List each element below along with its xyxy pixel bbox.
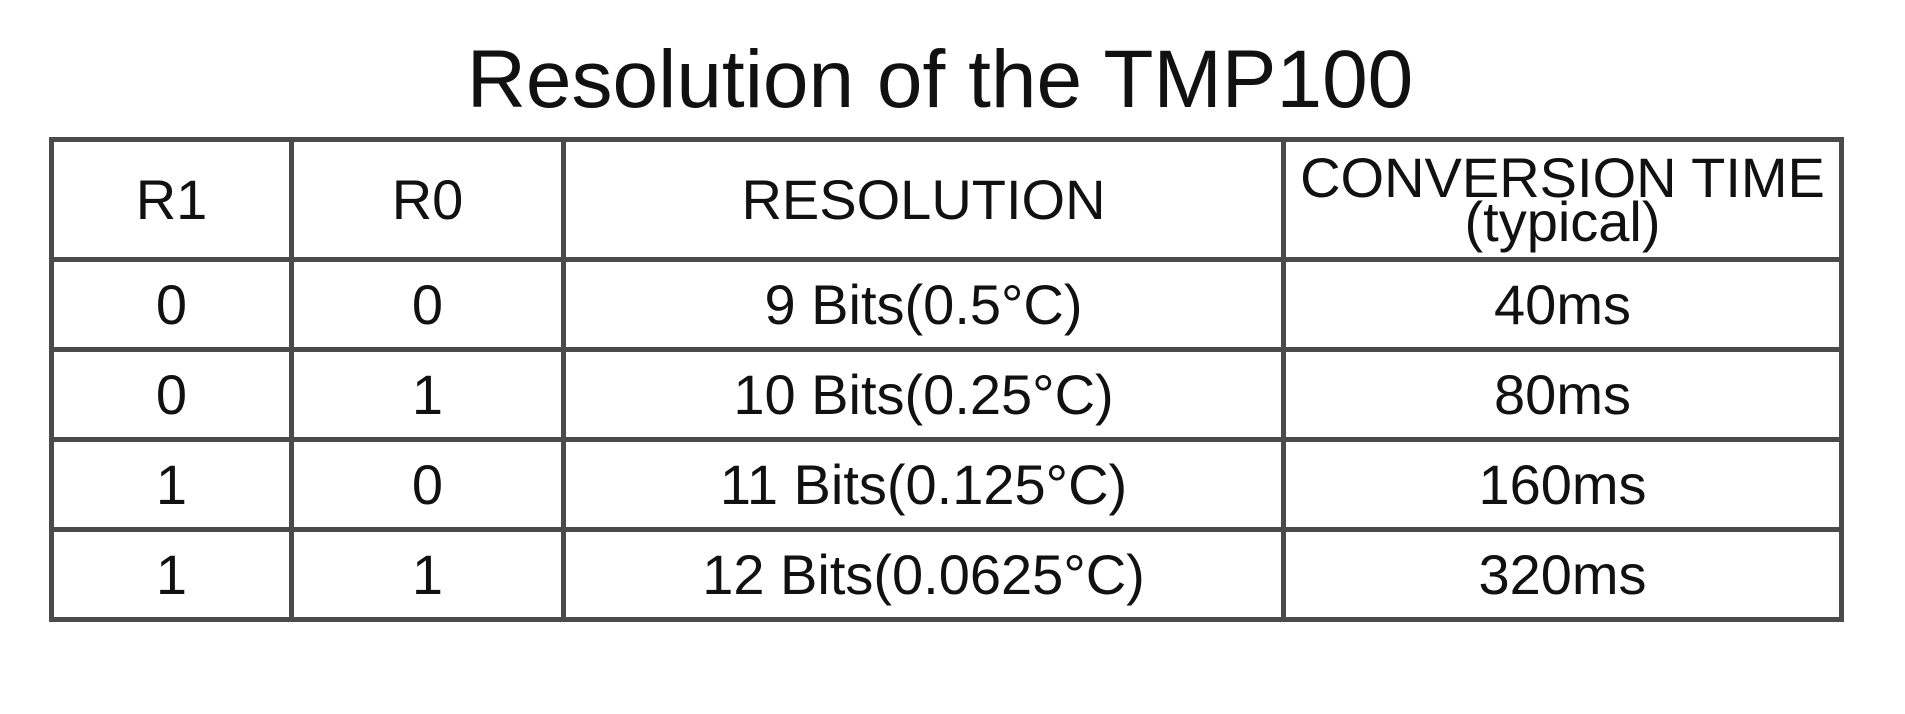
cell-r0: 1 xyxy=(289,527,566,622)
header-conversion-time-note: (typical) xyxy=(1464,189,1661,253)
table-row: 1 0 11 Bits(0.125°C) 160ms xyxy=(49,437,1844,532)
cell-resolution: 11 Bits(0.125°C) xyxy=(561,437,1286,532)
table-header-row: R1 R0 RESOLUTION CONVERSION TIME (typica… xyxy=(49,137,1844,262)
cell-r1: 0 xyxy=(49,347,294,442)
cell-conversion-time: 160ms xyxy=(1281,437,1844,532)
cell-r0: 1 xyxy=(289,347,566,442)
resolution-table: R1 R0 RESOLUTION CONVERSION TIME (typica… xyxy=(49,137,1844,622)
cell-r1: 0 xyxy=(49,257,294,352)
cell-r1: 1 xyxy=(49,437,294,532)
header-r1: R1 xyxy=(49,137,294,262)
cell-conversion-time: 40ms xyxy=(1281,257,1844,352)
cell-conversion-time: 80ms xyxy=(1281,347,1844,442)
header-conversion-time-label: CONVERSION TIME xyxy=(1300,145,1825,209)
cell-r1: 1 xyxy=(49,527,294,622)
cell-conversion-time: 320ms xyxy=(1281,527,1844,622)
header-r0: R0 xyxy=(289,137,566,262)
table-row: 0 1 10 Bits(0.25°C) 80ms xyxy=(49,347,1844,442)
cell-r0: 0 xyxy=(289,257,566,352)
cell-resolution: 9 Bits(0.5°C) xyxy=(561,257,1286,352)
cell-resolution: 10 Bits(0.25°C) xyxy=(561,347,1286,442)
table-row: 0 0 9 Bits(0.5°C) 40ms xyxy=(49,257,1844,352)
cell-resolution: 12 Bits(0.0625°C) xyxy=(561,527,1286,622)
table-row: 1 1 12 Bits(0.0625°C) 320ms xyxy=(49,527,1844,622)
header-conversion-time: CONVERSION TIME (typical) xyxy=(1281,137,1844,262)
header-resolution: RESOLUTION xyxy=(561,137,1286,262)
page-title: Resolution of the TMP100 xyxy=(466,34,1414,125)
cell-r0: 0 xyxy=(289,437,566,532)
